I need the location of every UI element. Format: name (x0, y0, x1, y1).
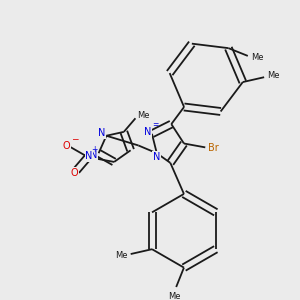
Text: Me: Me (115, 251, 127, 260)
Text: Me: Me (137, 111, 149, 120)
Text: N: N (85, 151, 93, 161)
Text: Br: Br (208, 143, 218, 153)
Text: O: O (70, 168, 78, 178)
Text: +: + (92, 145, 98, 154)
Text: Me: Me (168, 292, 181, 300)
Text: =: = (153, 121, 159, 130)
Text: N: N (153, 152, 160, 162)
Text: Me: Me (268, 71, 280, 80)
Text: N: N (98, 128, 105, 138)
Text: Me: Me (251, 53, 264, 62)
Text: N: N (144, 127, 152, 137)
Text: −: − (70, 134, 78, 143)
Text: N: N (90, 150, 98, 160)
Text: O: O (63, 141, 70, 152)
